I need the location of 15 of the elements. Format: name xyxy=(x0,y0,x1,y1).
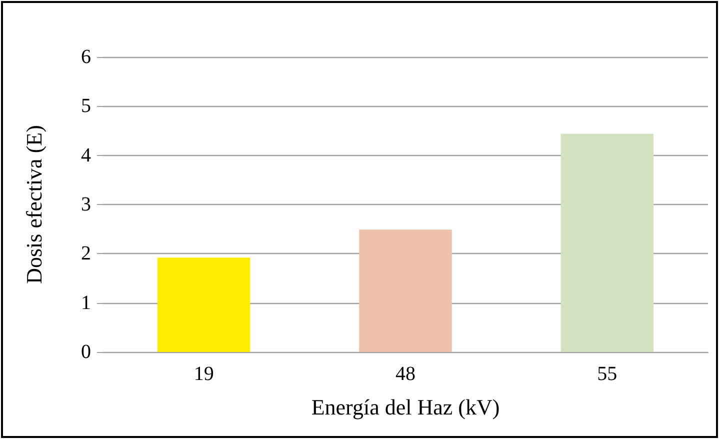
bar xyxy=(157,258,250,352)
bar xyxy=(359,230,452,352)
y-tick-label: 0 xyxy=(81,341,91,363)
x-axis-title: Energía del Haz (kV) xyxy=(311,394,500,420)
y-tick-label: 1 xyxy=(81,292,91,314)
y-axis-title: Dosis efectiva (E) xyxy=(22,125,46,284)
y-tick-label: 5 xyxy=(81,95,91,118)
y-tick-label: 4 xyxy=(81,144,91,166)
x-tick-label: 55 xyxy=(597,363,618,385)
x-tick-label: 48 xyxy=(396,363,416,385)
x-tick-label: 19 xyxy=(194,363,214,385)
y-tick-label: 2 xyxy=(81,242,91,265)
y-tick-label: 6 xyxy=(81,46,91,68)
y-tick-label: 3 xyxy=(81,194,91,216)
bar xyxy=(560,134,654,352)
